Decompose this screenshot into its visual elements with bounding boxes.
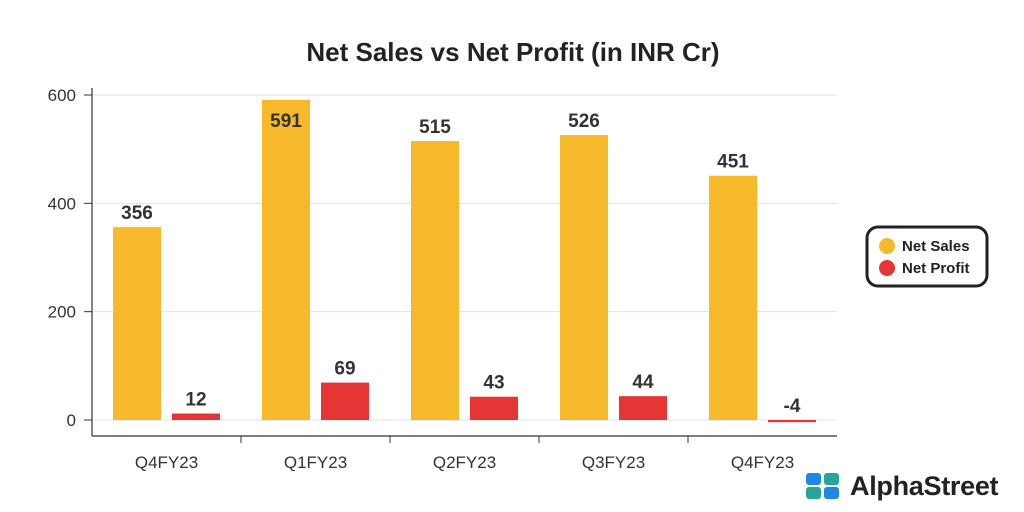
legend-marker-net-sales: [879, 238, 895, 254]
bar-net-sales: [113, 227, 161, 420]
legend-box: [865, 225, 989, 288]
data-label-net-profit: 69: [334, 359, 355, 380]
y-tick-label: 0: [67, 411, 76, 430]
bar-net-sales: [709, 175, 757, 420]
data-label-net-sales: 515: [419, 117, 451, 138]
chart-title: Net Sales vs Net Profit (in INR Cr): [306, 37, 719, 67]
brand-name: AlphaStreet: [850, 470, 999, 501]
bar-net-profit: [321, 382, 369, 420]
data-label-net-sales: 526: [568, 111, 600, 132]
data-label-net-profit: -4: [784, 396, 801, 417]
x-category-label: Q4FY23: [731, 453, 794, 472]
y-tick-label: 400: [48, 194, 76, 213]
bar-net-profit: [619, 396, 667, 420]
bar-net-sales: [560, 135, 608, 421]
bar-net-sales: [262, 99, 310, 420]
data-label-net-sales: 451: [717, 152, 749, 173]
bar-net-sales: [411, 141, 459, 420]
data-label-net-sales: 591: [270, 111, 302, 132]
data-label-net-sales: 356: [121, 203, 153, 224]
axes: 0 200 400 600 Q4FY23 Q1FY23 Q2FY23 Q3FY23 Q4FY23: [48, 86, 837, 472]
data-label-net-profit: 43: [483, 373, 504, 394]
bar-net-profit: [470, 396, 518, 420]
alphastreet-logo-icon: [806, 473, 839, 499]
brand-logo: AlphaStreet: [806, 470, 999, 502]
x-category-label: Q3FY23: [582, 453, 645, 472]
legend-label-net-sales: Net Sales: [902, 238, 970, 255]
x-category-label: Q2FY23: [433, 453, 496, 472]
data-label-net-profit: 12: [185, 390, 206, 411]
legend: Net Sales Net Profit: [865, 225, 989, 288]
bars: [113, 99, 816, 423]
x-category-label: Q4FY23: [135, 453, 198, 472]
data-label-net-profit: 44: [632, 372, 654, 393]
bar-net-profit: [768, 420, 816, 423]
bar-net-profit: [172, 413, 220, 420]
y-tick-label: 200: [48, 303, 76, 322]
y-tick-label: 600: [48, 86, 76, 105]
legend-marker-net-profit: [879, 260, 895, 276]
legend-label-net-profit: Net Profit: [902, 260, 970, 277]
x-category-label: Q1FY23: [284, 453, 347, 472]
data-labels: 356 12 591 69 515 43 526 44 451 -4: [121, 111, 801, 417]
